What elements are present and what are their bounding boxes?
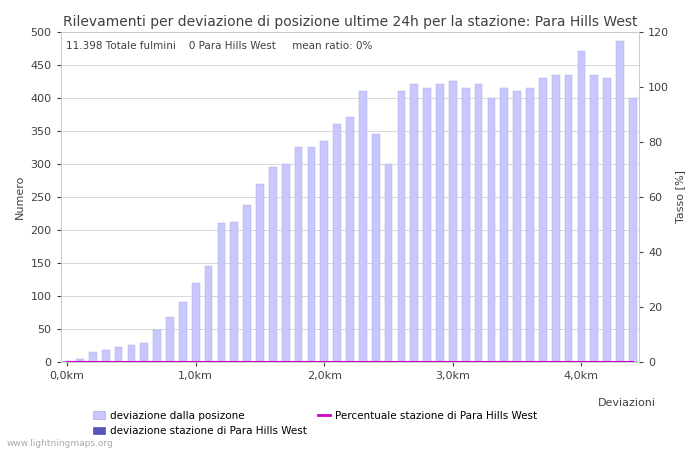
Bar bbox=[307, 147, 315, 362]
Text: 11.398 Totale fulmini    0 Para Hills West     mean ratio: 0%: 11.398 Totale fulmini 0 Para Hills West … bbox=[66, 41, 373, 51]
Bar bbox=[295, 147, 302, 362]
Bar bbox=[565, 75, 573, 362]
Bar bbox=[63, 360, 71, 362]
Bar bbox=[603, 78, 611, 362]
Y-axis label: Numero: Numero bbox=[15, 175, 25, 219]
Bar bbox=[539, 78, 547, 362]
Bar bbox=[475, 85, 482, 362]
Bar bbox=[449, 81, 456, 362]
Bar bbox=[230, 222, 238, 362]
Title: Rilevamenti per deviazione di posizione ultime 24h per la stazione: Para Hills W: Rilevamenti per deviazione di posizione … bbox=[63, 15, 637, 29]
Bar bbox=[153, 330, 161, 362]
Text: Deviazioni: Deviazioni bbox=[598, 398, 655, 408]
Bar bbox=[513, 91, 521, 362]
Bar bbox=[127, 346, 135, 362]
Bar bbox=[629, 98, 637, 362]
Bar bbox=[436, 85, 444, 362]
Bar bbox=[500, 88, 508, 362]
Bar bbox=[269, 167, 276, 362]
Bar bbox=[424, 88, 431, 362]
Bar bbox=[282, 164, 290, 362]
Bar bbox=[333, 124, 341, 362]
Bar bbox=[578, 51, 585, 362]
Bar bbox=[616, 41, 624, 362]
Bar bbox=[359, 91, 367, 362]
Legend: deviazione dalla posizone, deviazione stazione di Para Hills West, Percentuale s: deviazione dalla posizone, deviazione st… bbox=[88, 407, 542, 440]
Bar bbox=[102, 350, 110, 362]
Bar bbox=[321, 140, 328, 362]
Bar bbox=[218, 223, 225, 362]
Bar bbox=[488, 98, 496, 362]
Bar bbox=[179, 302, 187, 362]
Bar bbox=[526, 88, 534, 362]
Bar bbox=[590, 75, 598, 362]
Bar bbox=[256, 184, 264, 362]
Bar bbox=[372, 134, 379, 362]
Bar bbox=[385, 164, 393, 362]
Bar bbox=[89, 352, 97, 362]
Bar bbox=[115, 347, 122, 362]
Bar bbox=[141, 343, 148, 362]
Bar bbox=[192, 283, 199, 362]
Bar bbox=[166, 317, 174, 362]
Bar bbox=[76, 359, 84, 362]
Bar bbox=[398, 91, 405, 362]
Bar bbox=[410, 85, 418, 362]
Text: www.lightningmaps.org: www.lightningmaps.org bbox=[7, 439, 113, 448]
Bar bbox=[462, 88, 470, 362]
Bar bbox=[552, 75, 559, 362]
Bar bbox=[346, 117, 354, 362]
Y-axis label: Tasso [%]: Tasso [%] bbox=[675, 170, 685, 223]
Bar bbox=[244, 205, 251, 362]
Bar bbox=[204, 266, 212, 362]
